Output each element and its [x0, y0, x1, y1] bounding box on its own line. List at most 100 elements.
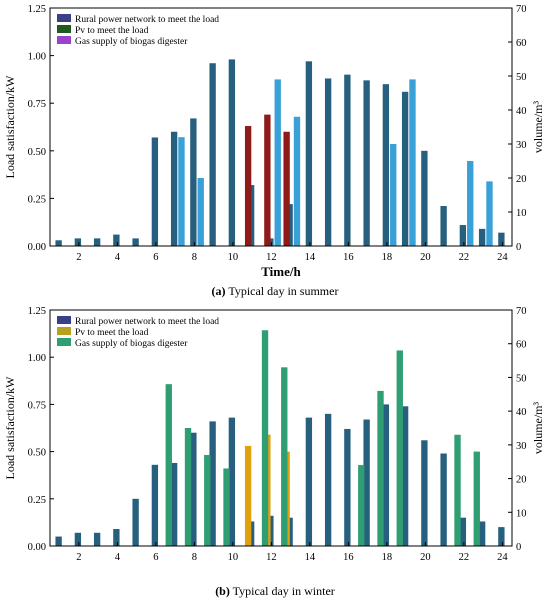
bar-rural-summer-h7	[170, 131, 178, 246]
legend-swatch-summer	[57, 14, 71, 22]
bar-rural-summer-h23	[478, 228, 486, 246]
yaxis-label-winter: Load satisfaction/kW	[3, 376, 17, 480]
bar-rural-summer-h20	[421, 150, 428, 246]
legend-swatch-winter	[57, 316, 71, 324]
bar-rural-summer-h16	[344, 74, 351, 246]
bar-rural-summer-h18	[382, 84, 390, 246]
ytick-label-winter: 1.00	[28, 353, 46, 364]
ytick-label-summer: 0.00	[28, 242, 46, 253]
bar-rural-winter-h5	[132, 498, 139, 546]
bar-rural-summer-h24	[498, 232, 505, 246]
bar-rural-winter-h18	[382, 404, 390, 546]
bar-rural-winter-h19	[401, 406, 409, 546]
bar-rural-winter-h3	[93, 532, 101, 546]
legend-label-summer: Rural power network to meet the load	[75, 15, 219, 25]
bar-rural-summer-h5	[132, 238, 139, 246]
caption-text-summer: Typical day in summer	[228, 284, 339, 298]
xtick-label-summer: 12	[266, 252, 277, 263]
bar-rural-winter-h14	[305, 417, 313, 546]
xtick-label-summer: 4	[115, 252, 121, 263]
xtick-label-summer: 24	[497, 252, 508, 263]
xtick-label-winter: 12	[266, 552, 277, 563]
bar-pv-summer-h13	[283, 131, 290, 246]
legend-swatch-winter	[57, 327, 71, 335]
bar-rural-winter-h23	[478, 521, 486, 546]
bar-rural-winter-h15	[324, 413, 332, 546]
legend-label-summer: Gas supply of biogas digester	[75, 36, 188, 47]
ytick-right-label-winter: 70	[516, 306, 527, 317]
bar-rural-summer-h15	[324, 78, 332, 246]
bar-gas-winter-h9	[204, 454, 211, 546]
bar-pv-summer-h11	[244, 126, 252, 246]
bar-rural-summer-h9	[209, 63, 216, 246]
bar-gas-winter-h22	[454, 434, 461, 546]
ytick-right-label-winter: 30	[516, 441, 527, 452]
bar-gas-winter-h19	[396, 350, 403, 546]
ytick-right-label-winter: 0	[516, 542, 521, 553]
xtick-label-summer: 14	[305, 252, 316, 263]
bar-rural-summer-h4	[113, 234, 120, 246]
xtick-label-winter: 22	[459, 552, 470, 563]
xtick-label-summer: 20	[420, 252, 431, 263]
ytick-right-label-summer: 70	[516, 4, 527, 15]
panel-label-winter: (b)	[215, 584, 230, 598]
bar-rural-summer-h21	[440, 206, 447, 246]
bar-gas-summer-h13	[293, 116, 301, 246]
bar-rural-summer-h14	[305, 61, 313, 247]
ytick-right-label-summer: 30	[516, 140, 527, 151]
xtick-label-summer: 16	[343, 252, 354, 263]
bar-gas-summer-h7	[178, 137, 185, 246]
bar-rural-winter-h8	[190, 432, 197, 546]
bar-rural-winter-h7	[170, 462, 178, 546]
caption-text-winter: Typical day in winter	[232, 584, 335, 598]
ytick-label-summer: 0.75	[28, 99, 46, 110]
yaxis-right-label-summer: volume/m³	[531, 100, 545, 153]
ytick-right-label-summer: 10	[516, 208, 527, 219]
ytick-right-label-winter: 10	[516, 508, 527, 519]
bar-rural-winter-h1	[55, 536, 62, 546]
bar-gas-winter-h12	[261, 330, 269, 546]
ytick-right-label-winter: 20	[516, 475, 527, 486]
panel-label-summer: (a)	[211, 284, 226, 298]
bar-gas-winter-h18	[377, 390, 384, 546]
ytick-right-label-summer: 60	[516, 38, 527, 49]
legend-swatch-summer	[57, 25, 71, 33]
xtick-label-winter: 10	[228, 552, 239, 563]
xtick-label-summer: 18	[382, 252, 393, 263]
bar-rural-summer-h10	[228, 59, 236, 246]
ytick-label-winter: 0.25	[28, 495, 46, 506]
bar-gas-winter-h17	[358, 465, 365, 546]
legend-label-winter: Rural power network to meet the load	[75, 317, 219, 327]
xtick-label-summer: 2	[76, 252, 81, 263]
ytick-label-winter: 0.75	[28, 400, 46, 411]
legend-label-winter: Pv to meet the load	[75, 328, 149, 338]
bar-rural-summer-h17	[363, 80, 370, 247]
xtick-label-winter: 2	[76, 552, 81, 563]
bar-gas-winter-h7	[165, 384, 172, 546]
bar-rural-summer-h8	[190, 118, 197, 246]
xtick-label-winter: 24	[497, 552, 508, 563]
ytick-right-label-summer: 0	[516, 242, 521, 253]
xtick-label-winter: 4	[115, 552, 121, 563]
ytick-label-winter: 0.00	[28, 542, 46, 553]
xtick-label-winter: 8	[192, 552, 197, 563]
bar-gas-winter-h8	[184, 428, 192, 546]
xtick-label-summer: 8	[192, 252, 197, 263]
ytick-right-label-summer: 20	[516, 174, 527, 185]
bar-rural-winter-h22	[459, 517, 467, 546]
xtick-label-winter: 14	[305, 552, 316, 563]
bar-rural-summer-h6	[151, 137, 159, 246]
legend-label-winter: Gas supply of biogas digester	[75, 338, 188, 349]
bar-rural-winter-h20	[421, 440, 428, 546]
bar-gas-summer-h19	[409, 79, 416, 247]
bar-gas-summer-h18	[390, 144, 397, 246]
xtick-label-winter: 18	[382, 552, 393, 563]
ytick-label-winter: 0.50	[28, 448, 46, 459]
legend-label-summer: Pv to meet the load	[75, 26, 149, 36]
ytick-label-summer: 1.00	[28, 52, 46, 63]
xtick-label-winter: 16	[343, 552, 354, 563]
legend-swatch-summer	[57, 36, 71, 44]
yaxis-right-label-winter: volume/m³	[531, 401, 545, 454]
bar-rural-winter-h4	[113, 529, 120, 546]
